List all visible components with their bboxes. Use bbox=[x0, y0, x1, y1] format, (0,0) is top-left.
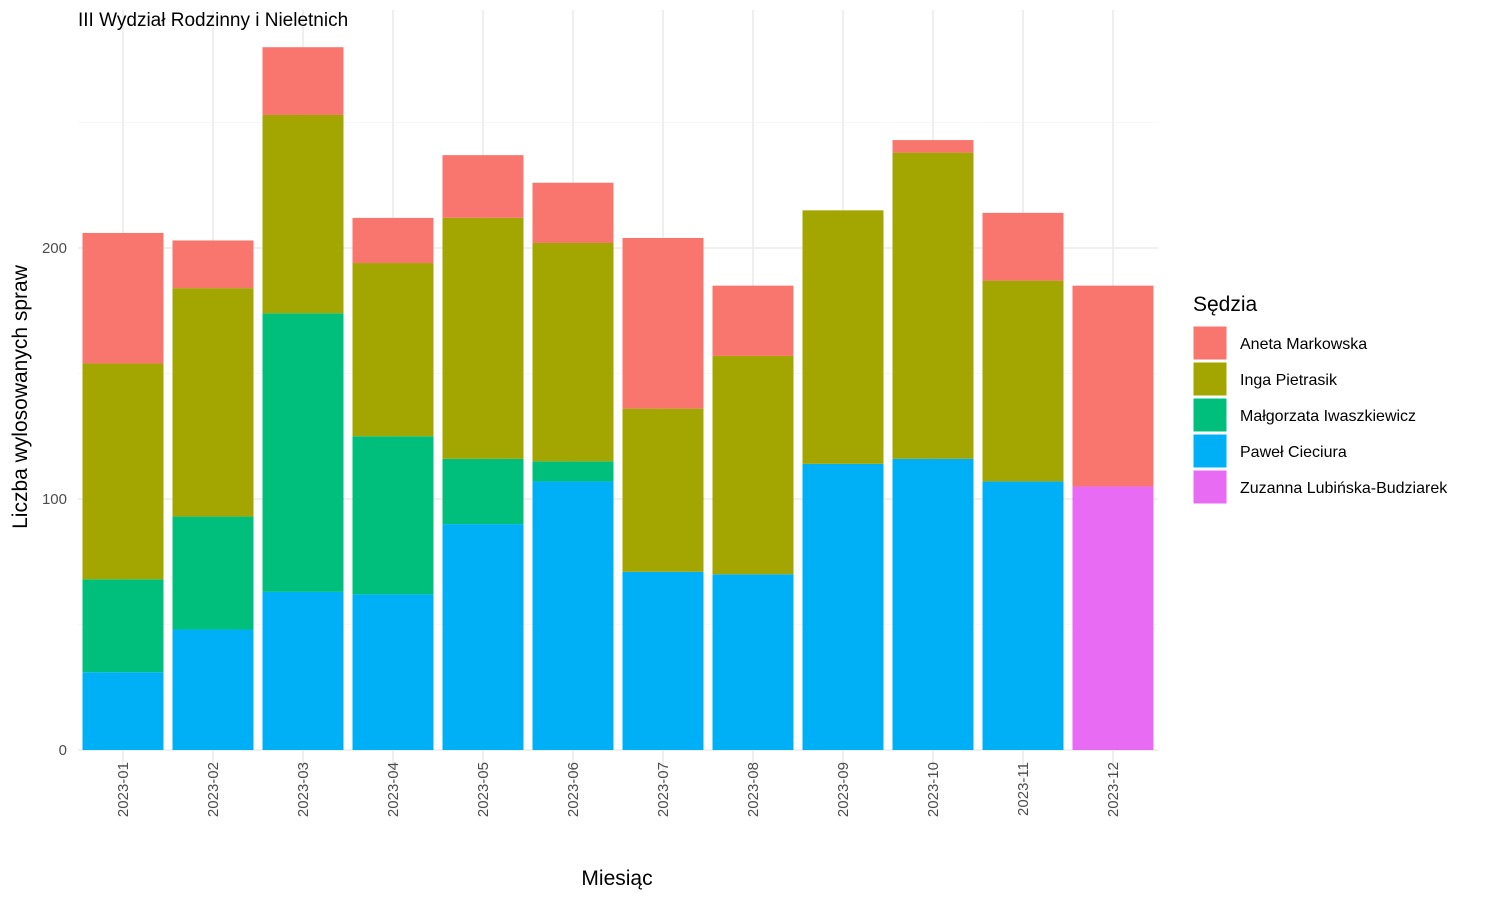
x-tick-label: 2023-09 bbox=[835, 762, 852, 817]
x-axis-title: Miesiąc bbox=[581, 867, 652, 890]
bar-segment bbox=[622, 408, 704, 572]
bar-segment bbox=[352, 263, 434, 437]
bar-segment bbox=[172, 629, 254, 750]
legend-label: Zuzanna Lubińska-Budziarek bbox=[1240, 480, 1448, 497]
legend-label: Małgorzata Iwaszkiewicz bbox=[1240, 408, 1416, 425]
bar-segment bbox=[442, 458, 524, 525]
bar-segment bbox=[712, 574, 794, 750]
legend-key bbox=[1192, 397, 1228, 433]
legend-label: Inga Pietrasik bbox=[1240, 372, 1338, 389]
legend-title: Sędzia bbox=[1193, 293, 1258, 316]
bar-segment bbox=[262, 591, 344, 750]
y-axis-ticks: 0 100 200 bbox=[42, 240, 67, 759]
legend-key bbox=[1192, 433, 1228, 469]
bar-segment bbox=[892, 458, 974, 750]
y-tick-label: 200 bbox=[42, 240, 67, 257]
bar-segment bbox=[172, 288, 254, 517]
y-tick-label: 100 bbox=[42, 491, 67, 508]
bar-segment bbox=[82, 672, 164, 750]
bar-segment bbox=[82, 363, 164, 580]
bar-segment bbox=[262, 114, 344, 314]
bar-segment bbox=[262, 313, 344, 592]
x-tick-label: 2023-02 bbox=[205, 762, 222, 817]
bar-segment bbox=[82, 579, 164, 673]
bar-segment bbox=[352, 436, 434, 595]
x-tick-label: 2023-12 bbox=[1105, 762, 1122, 817]
legend-label: Paweł Cieciura bbox=[1240, 444, 1347, 461]
bars bbox=[82, 47, 1154, 750]
y-axis-title: Liczba wylosowanych spraw bbox=[9, 264, 32, 529]
x-tick-label: 2023-05 bbox=[475, 762, 492, 817]
bar-segment bbox=[982, 212, 1064, 281]
bar-segment bbox=[532, 242, 614, 462]
x-tick-label: 2023-01 bbox=[115, 762, 132, 817]
x-tick-label: 2023-06 bbox=[565, 762, 582, 817]
x-tick-label: 2023-08 bbox=[745, 762, 762, 817]
bar-segment bbox=[262, 47, 344, 115]
legend: Sędzia Aneta Markowska Inga Pietrasik Małg… bbox=[1192, 293, 1448, 505]
x-tick-label: 2023-10 bbox=[925, 762, 942, 817]
legend-key bbox=[1192, 325, 1228, 361]
legend-key bbox=[1192, 361, 1228, 397]
bar-segment bbox=[532, 461, 614, 482]
bar-segment bbox=[712, 355, 794, 575]
y-tick-label: 0 bbox=[59, 742, 67, 759]
x-axis-ticks: 2023-01 2023-02 2023-03 2023-04 2023-05 2023-… bbox=[115, 762, 1122, 817]
bar-segment bbox=[442, 155, 524, 218]
bar-segment bbox=[352, 217, 434, 264]
legend-key bbox=[1192, 469, 1228, 505]
bar-segment bbox=[82, 232, 164, 364]
bar-segment bbox=[172, 240, 254, 289]
bar-segment bbox=[892, 152, 974, 459]
bar-segment bbox=[892, 140, 974, 153]
bar-segment bbox=[622, 237, 704, 409]
bar-segment bbox=[802, 463, 884, 750]
bar-segment bbox=[172, 516, 254, 630]
bar-segment bbox=[532, 481, 614, 750]
bar-segment bbox=[1072, 285, 1154, 487]
bar-segment bbox=[712, 285, 794, 356]
bar-segment bbox=[982, 481, 1064, 750]
bar-segment bbox=[1072, 486, 1154, 750]
bar-segment bbox=[802, 210, 884, 464]
bar-segment bbox=[442, 524, 524, 750]
x-tick-label: 2023-11 bbox=[1015, 762, 1032, 816]
bar-segment bbox=[622, 571, 704, 750]
x-tick-label: 2023-03 bbox=[295, 762, 312, 817]
bar-segment bbox=[442, 217, 524, 459]
chart-title: III Wydział Rodzinny i Nieletnich bbox=[78, 10, 348, 31]
bar-segment bbox=[982, 280, 1064, 482]
x-tick-label: 2023-07 bbox=[655, 762, 672, 817]
x-tick-label: 2023-04 bbox=[385, 762, 402, 817]
legend-label: Aneta Markowska bbox=[1240, 336, 1367, 353]
bar-segment bbox=[352, 594, 434, 750]
bar-segment bbox=[532, 182, 614, 243]
